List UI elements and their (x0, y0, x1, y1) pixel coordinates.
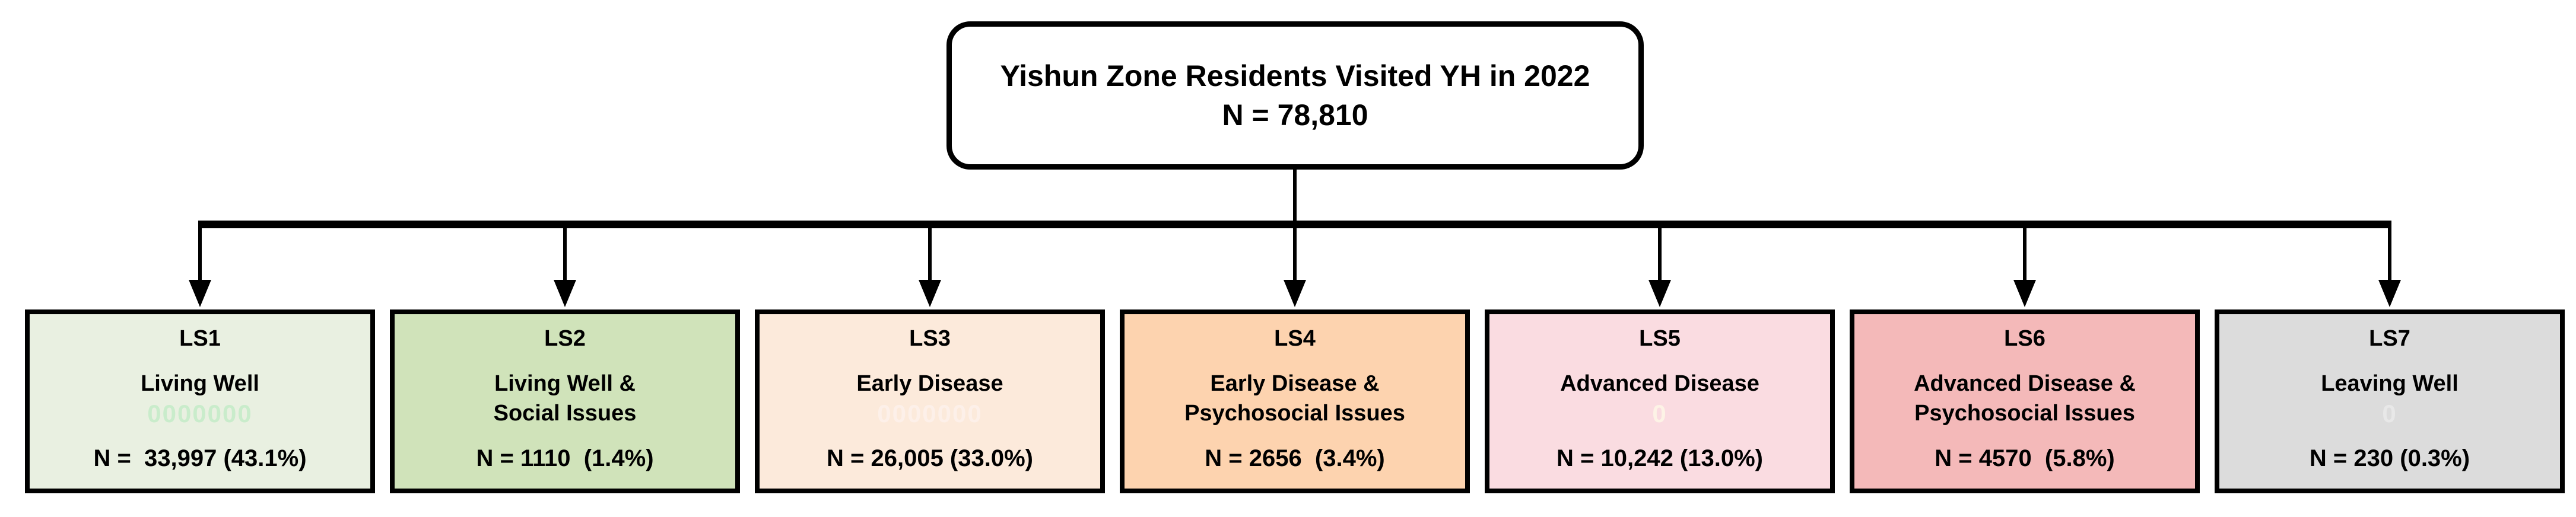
ls6-box: LS6 Advanced Disease & Psychosocial Issu… (1850, 309, 2200, 493)
ls-title-line: Early Disease (856, 371, 1003, 396)
root-n-value: N = 78,810 (1222, 98, 1368, 132)
ls-title-line: Early Disease & (1210, 371, 1380, 396)
ls-title-line: Leaving Well (2321, 371, 2459, 396)
ls-title: Advanced Disease & Psychosocial Issues (1914, 369, 2136, 428)
ls-n-value: N = 1110 (1.4%) (476, 445, 654, 471)
down-arrow-line (563, 224, 567, 281)
down-arrow-icon (554, 280, 576, 307)
ls-n-value: N = 10,242 (13.0%) (1557, 445, 1763, 471)
root-title: Yishun Zone Residents Visited YH in 2022 (1000, 59, 1590, 92)
ls-title: Living Well (141, 369, 259, 398)
down-arrow-line (2023, 224, 2027, 281)
ls-watermark: 0 (2382, 400, 2397, 427)
ls-title-line: Advanced Disease & (1914, 371, 2136, 396)
ls-code: LS6 (2004, 326, 2045, 351)
down-arrow-line (928, 224, 932, 281)
ls-watermark: 0000000 (147, 400, 253, 427)
ls-title: Leaving Well (2321, 369, 2459, 398)
down-arrow-icon (1648, 280, 1671, 307)
ls-code: LS4 (1274, 326, 1316, 351)
ls-title-line: Living Well (141, 371, 259, 396)
ls2-box: LS2 Living Well & Social Issues N = 1110… (390, 309, 740, 493)
ls-title: Early Disease & Psychosocial Issues (1184, 369, 1405, 428)
ls-title: Advanced Disease (1560, 369, 1759, 398)
down-arrow-line (198, 224, 202, 281)
ls-title-line: Social Issues (493, 401, 637, 426)
ls-title-line: Living Well & (494, 371, 636, 396)
down-arrow-line (2388, 224, 2391, 281)
down-arrow-icon (1284, 280, 1306, 307)
ls-code: LS2 (544, 326, 586, 351)
down-arrow-icon (2013, 280, 2036, 307)
ls4-box: LS4 Early Disease & Psychosocial Issues … (1120, 309, 1470, 493)
ls-title-line: Advanced Disease (1560, 371, 1759, 396)
ls-code: LS3 (909, 326, 951, 351)
ls-n-value: N = 33,997 (43.1%) (93, 445, 307, 471)
down-arrow-icon (919, 280, 941, 307)
ls1-box: LS1 Living Well 0000000 N = 33,997 (43.1… (25, 309, 375, 493)
down-arrow-icon (2378, 280, 2401, 307)
ls-code: LS7 (2369, 326, 2410, 351)
down-arrow-line (1658, 224, 1662, 281)
ls-title-line: Psychosocial Issues (1184, 401, 1405, 426)
ls-n-value: N = 26,005 (33.0%) (827, 445, 1033, 471)
ls7-box: LS7 Leaving Well 0 N = 230 (0.3%) (2215, 309, 2565, 493)
ls-code: LS1 (179, 326, 221, 351)
ls-title: Living Well & Social Issues (494, 369, 637, 428)
connector-stem (1293, 167, 1297, 221)
ls-code: LS5 (1639, 326, 1681, 351)
ls-watermark: 0000000 (877, 400, 983, 427)
ls-watermark: 0 (1652, 400, 1667, 427)
ls-n-value: N = 2656 (3.4%) (1205, 445, 1385, 471)
ls-n-value: N = 230 (0.3%) (2309, 445, 2470, 471)
ls-title-line: Psychosocial Issues (1914, 401, 2135, 426)
ls5-box: LS5 Advanced Disease 0 N = 10,242 (13.0%… (1485, 309, 1835, 493)
ls-title: Early Disease (856, 369, 1003, 398)
ls-n-value: N = 4570 (5.8%) (1935, 445, 2115, 471)
root-box: Yishun Zone Residents Visited YH in 2022… (946, 21, 1644, 170)
down-arrow-icon (189, 280, 211, 307)
ls3-box: LS3 Early Disease 0000000 N = 26,005 (33… (755, 309, 1105, 493)
down-arrow-line (1293, 224, 1297, 281)
